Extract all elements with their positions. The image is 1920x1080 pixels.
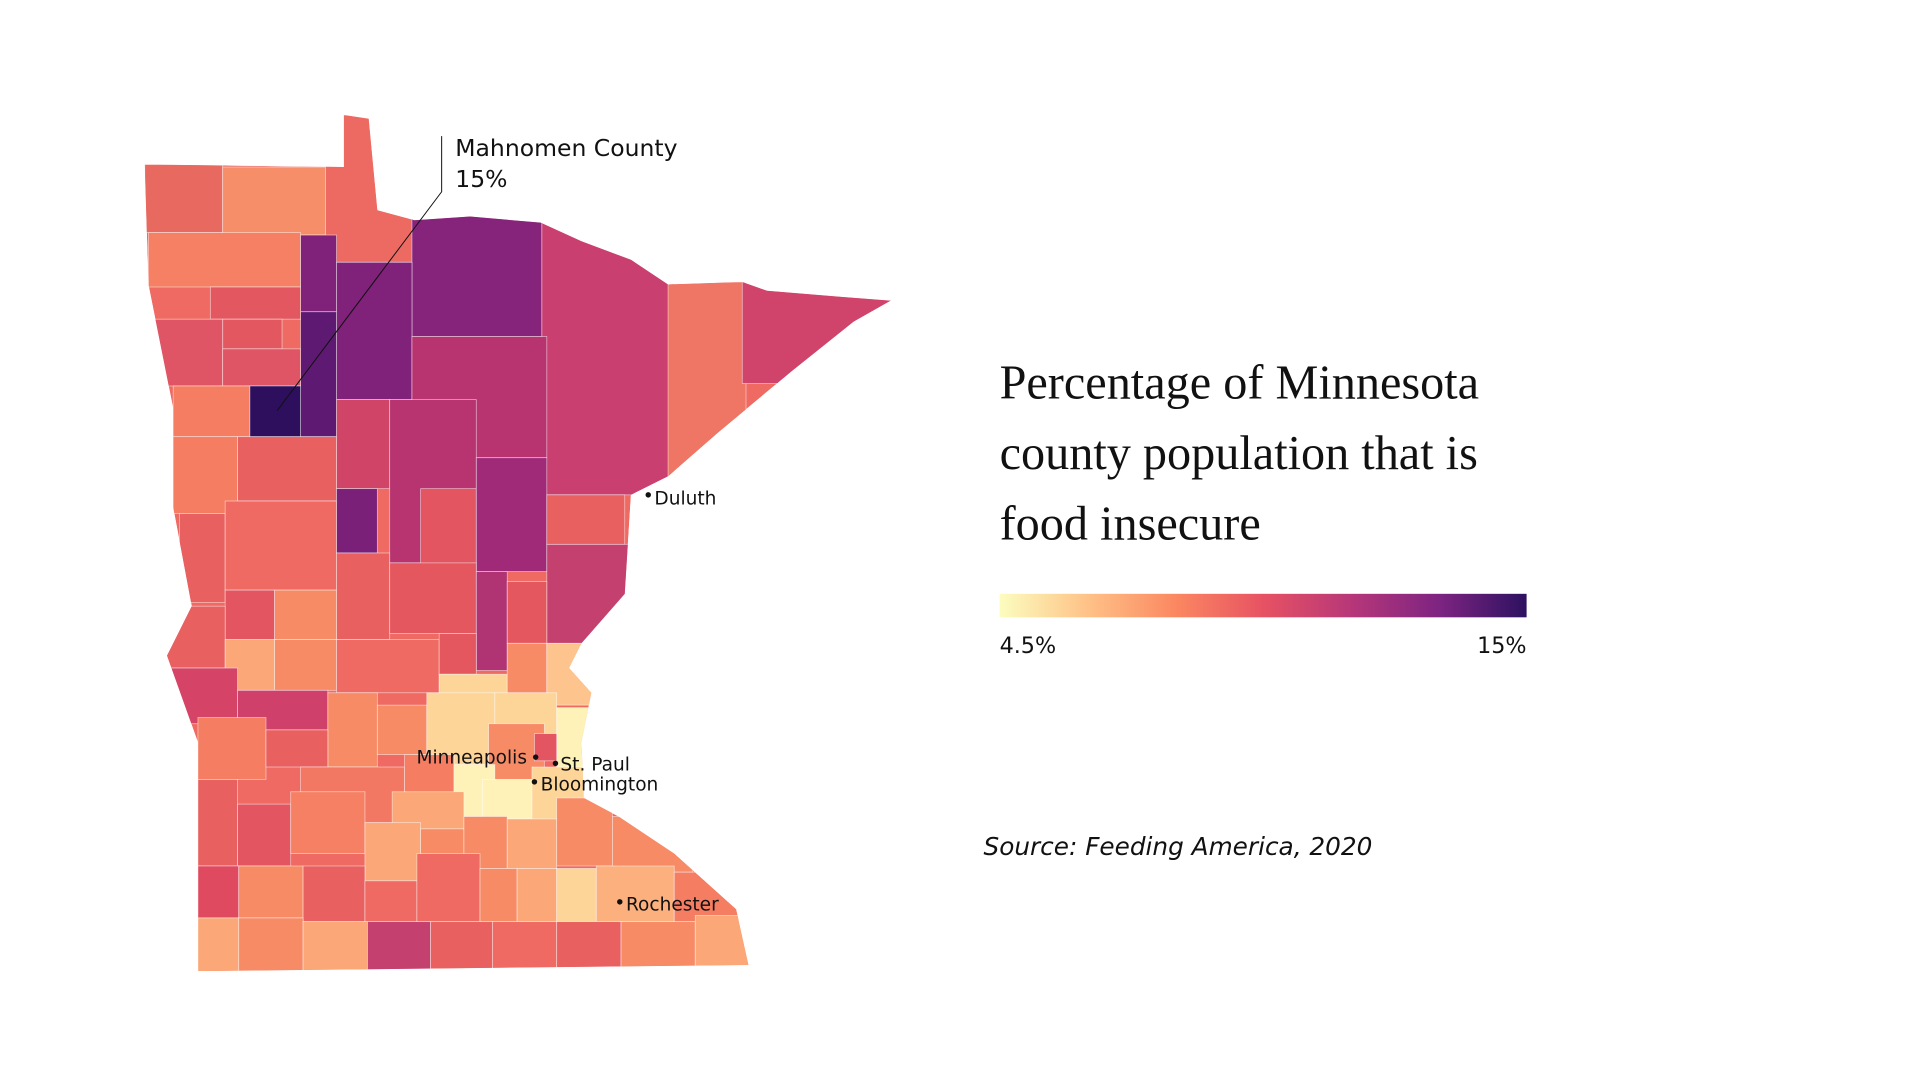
title-line-3: food insecure <box>1000 497 1261 550</box>
city-label-bloomington: Bloomington <box>541 775 659 796</box>
county <box>556 921 622 972</box>
county <box>438 633 477 675</box>
county <box>160 667 238 725</box>
county <box>482 779 533 820</box>
county <box>741 281 891 384</box>
county <box>620 921 696 972</box>
county-mahnomen <box>249 385 301 438</box>
county <box>148 232 301 288</box>
city-label-duluth: Duluth <box>654 489 716 510</box>
annotation-value: 15% <box>455 165 507 193</box>
county <box>556 868 597 923</box>
county <box>364 822 421 882</box>
city-dot-duluth <box>645 492 651 498</box>
county <box>506 642 548 694</box>
county <box>302 865 366 923</box>
county <box>237 803 292 867</box>
county <box>290 791 366 854</box>
county <box>479 868 518 923</box>
legend-gradient-bar <box>999 593 1527 618</box>
map-title: Percentage of Minnesota county populatio… <box>1000 356 1480 550</box>
title-line-1: Percentage of Minnesota <box>1000 356 1480 409</box>
legend-max-label: 15% <box>1477 633 1526 659</box>
county <box>475 571 508 671</box>
county <box>534 733 558 762</box>
city-dot-bloomington <box>531 779 538 785</box>
county <box>430 921 493 972</box>
county <box>667 281 747 496</box>
county <box>541 222 675 496</box>
mahnomen-annotation: Mahnomen County 15% <box>276 134 678 412</box>
county <box>336 399 391 490</box>
county <box>197 865 240 919</box>
city-dot-rochester <box>617 899 623 905</box>
county <box>224 589 276 640</box>
city-label-minneapolis: Minneapolis <box>416 747 527 768</box>
county <box>506 581 548 644</box>
county <box>411 212 543 337</box>
county <box>324 115 415 263</box>
county <box>222 166 326 236</box>
city-dot-st-paul <box>552 760 559 767</box>
county <box>144 164 224 233</box>
state-map <box>144 115 891 972</box>
county <box>416 853 481 923</box>
county <box>516 868 558 923</box>
county-layer <box>144 115 891 972</box>
county <box>612 816 694 873</box>
city-dot-minneapolis <box>532 754 539 760</box>
county <box>274 589 337 640</box>
county <box>274 639 337 691</box>
county <box>595 865 675 923</box>
source-note: Source: Feeding America, 2020 <box>984 832 1373 861</box>
county <box>172 436 238 514</box>
county <box>389 562 477 634</box>
annotation-county-name: Mahnomen County <box>455 134 677 162</box>
county <box>302 921 368 972</box>
county <box>172 385 251 438</box>
county <box>694 915 756 972</box>
county <box>224 500 337 591</box>
annotation-leader-line <box>276 136 443 412</box>
county <box>492 921 558 972</box>
county <box>556 797 613 867</box>
city-label-st-paul: St. Paul <box>560 755 629 776</box>
county <box>336 261 413 400</box>
county <box>160 605 226 669</box>
county <box>197 917 240 972</box>
county <box>376 704 428 756</box>
city-markers: Duluth Minneapolis St. Paul Bloomington … <box>416 489 719 916</box>
county <box>546 494 626 545</box>
county <box>364 880 418 923</box>
county <box>336 488 378 554</box>
county <box>238 865 304 919</box>
county <box>300 234 337 313</box>
county <box>336 552 391 640</box>
title-line-2: county population that is <box>1000 427 1478 480</box>
color-legend: 4.5% 15% <box>999 593 1527 659</box>
county <box>336 639 440 694</box>
county <box>209 286 301 320</box>
county <box>197 717 267 780</box>
legend-min-label: 4.5% <box>1000 633 1057 659</box>
city-label-rochester: Rochester <box>626 895 719 916</box>
county <box>237 436 337 502</box>
county <box>238 917 304 972</box>
county <box>265 729 329 768</box>
county <box>475 457 548 572</box>
county <box>546 543 632 644</box>
county <box>222 348 301 387</box>
county <box>179 513 226 603</box>
county <box>197 779 238 867</box>
county <box>367 921 431 972</box>
county <box>222 318 283 350</box>
county <box>300 311 337 438</box>
county <box>327 692 378 768</box>
county <box>506 818 558 869</box>
county <box>148 318 224 387</box>
